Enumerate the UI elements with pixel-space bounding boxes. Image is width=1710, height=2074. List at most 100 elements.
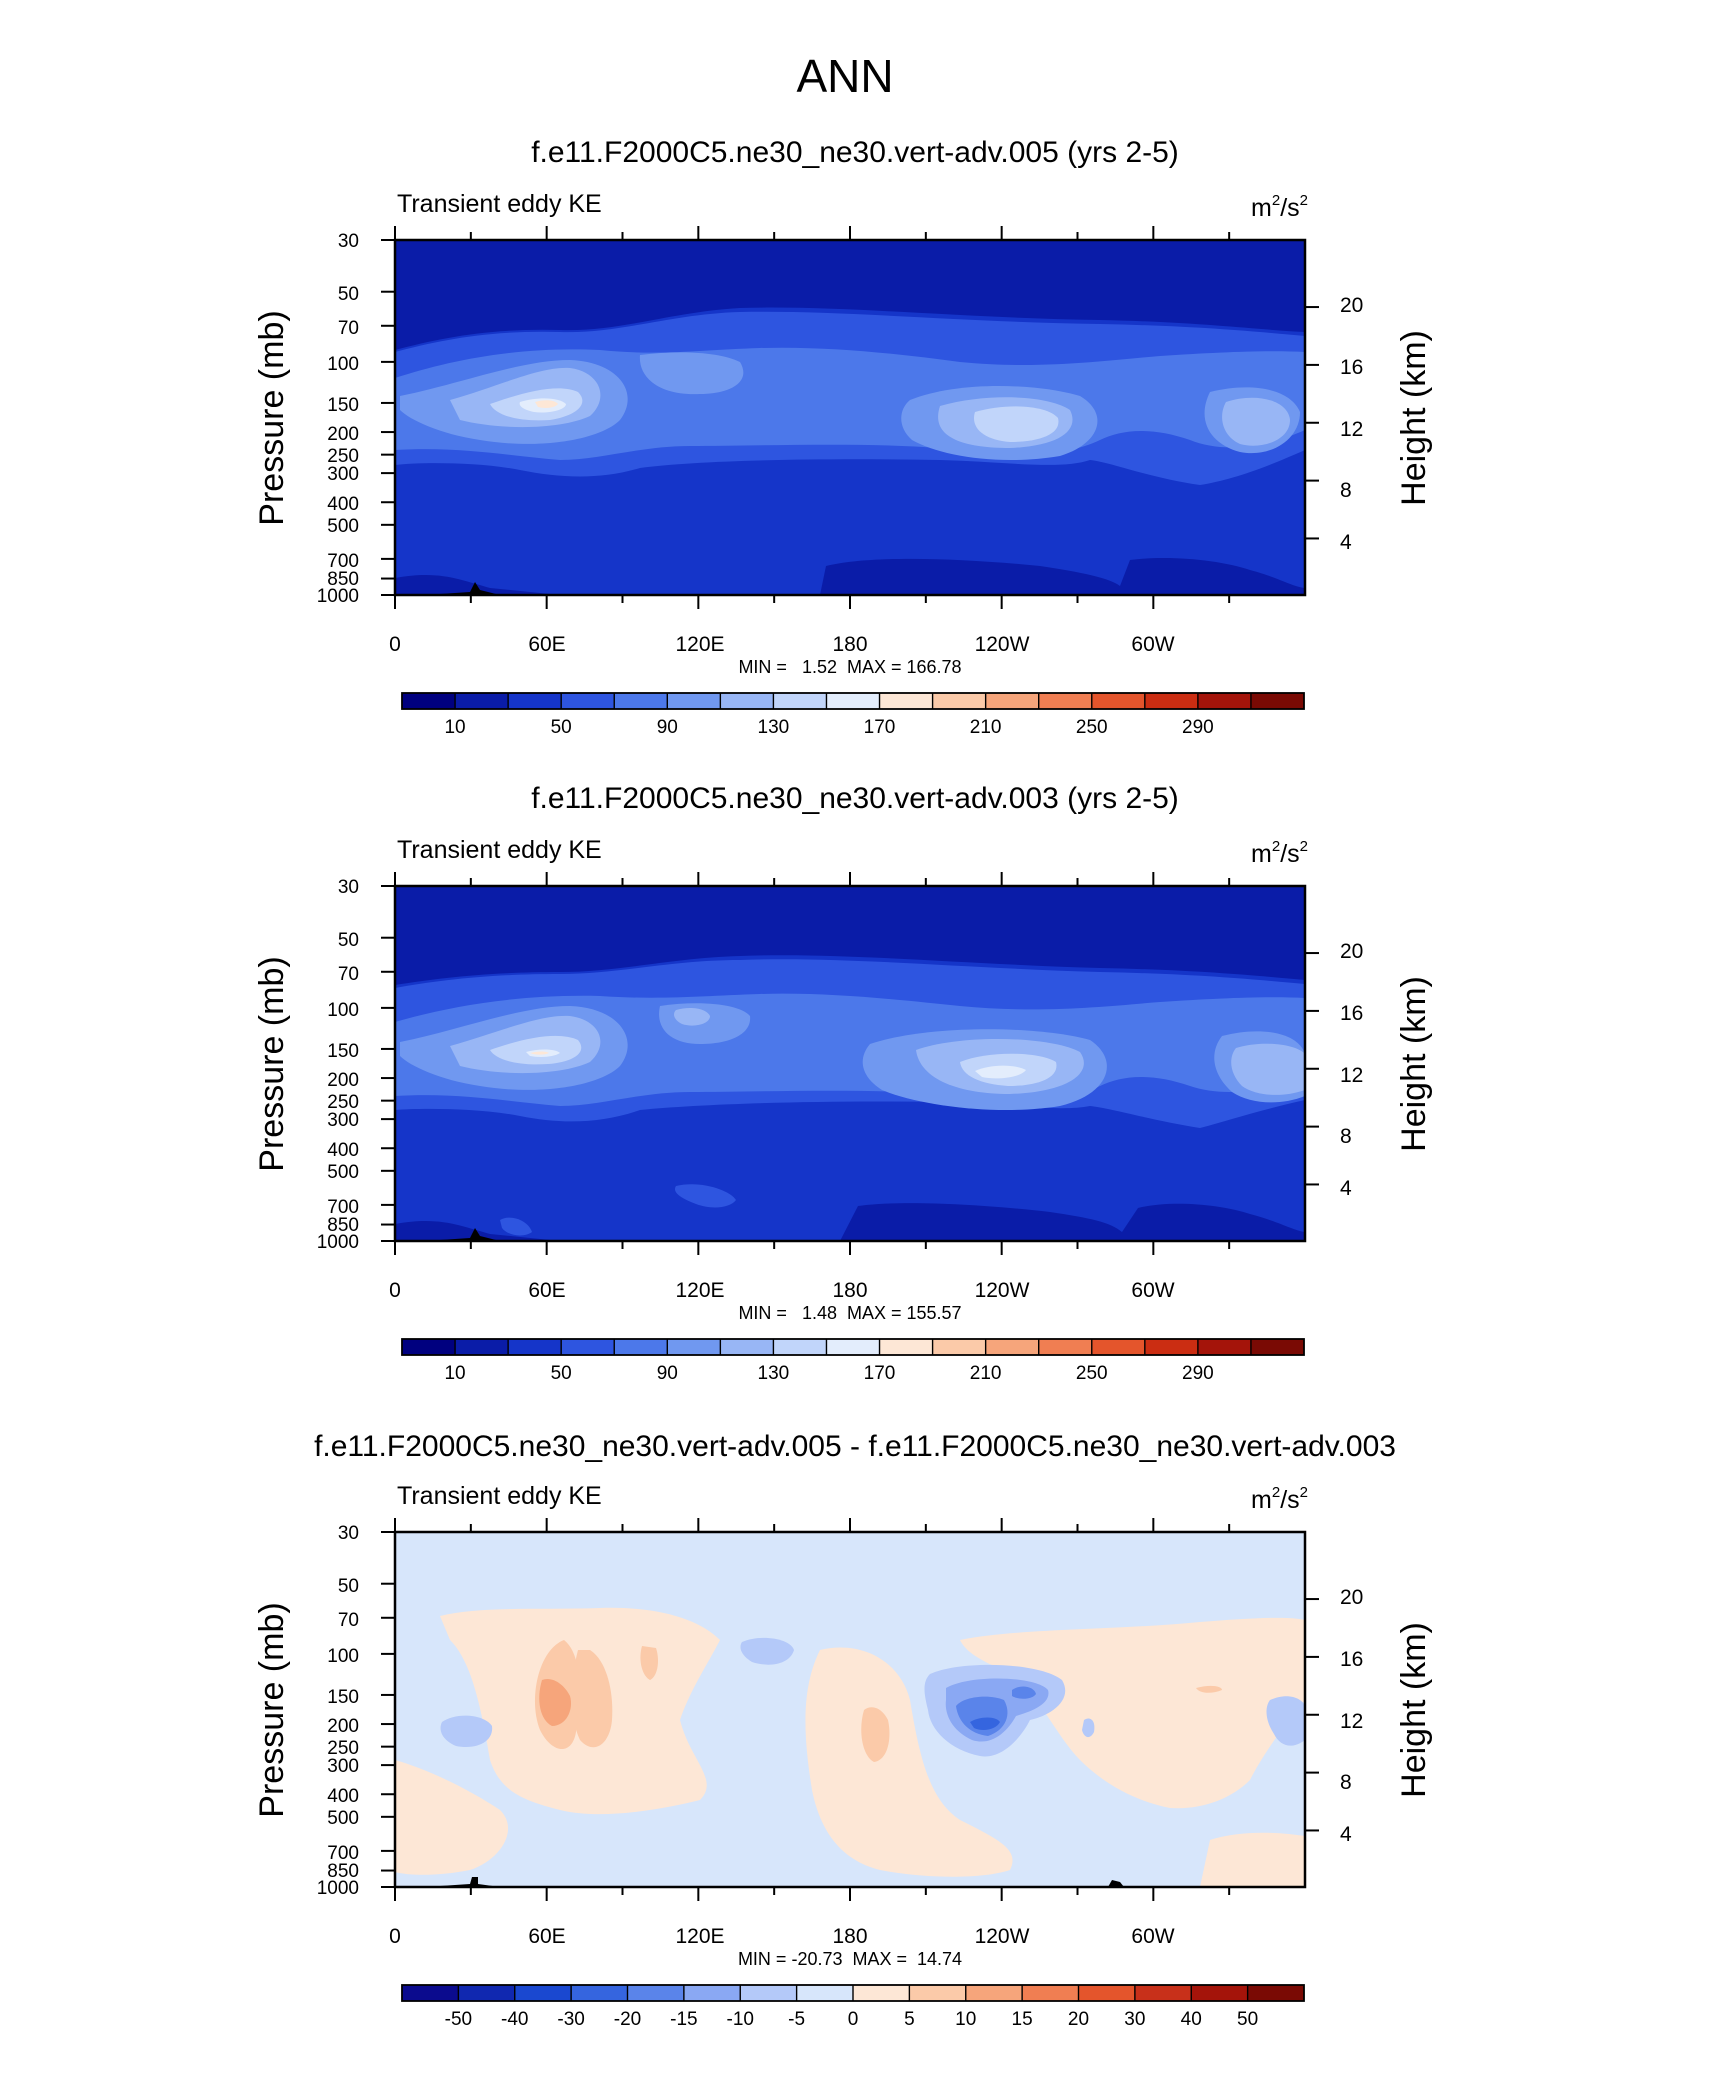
height-tick-label: 20 xyxy=(1340,940,1363,963)
y-tick-label: 50 xyxy=(338,284,359,305)
colorbar-label: 50 xyxy=(1237,2009,1258,2030)
colorbar-swatch xyxy=(571,1985,628,2001)
colorbar-label: 30 xyxy=(1124,2009,1145,2030)
colorbar-swatch xyxy=(1191,1985,1249,2001)
colorbar-swatch xyxy=(667,693,721,709)
y-axis-label: Pressure (mb) xyxy=(253,956,291,1171)
colorbar-label: -5 xyxy=(788,2009,805,2030)
colorbar-label: 5 xyxy=(904,2009,915,2030)
topography xyxy=(425,1228,500,1241)
colorbar-swatch xyxy=(909,1985,967,2001)
colorbar-label: 20 xyxy=(1068,2009,1089,2030)
colorbar-swatch xyxy=(455,1339,509,1355)
colorbar-swatch xyxy=(932,1339,987,1355)
colorbar-swatch xyxy=(1091,693,1146,709)
contour-fill xyxy=(640,1646,658,1680)
contour-fill xyxy=(975,1065,1026,1079)
contour-fill xyxy=(572,1650,613,1748)
colorbar-label: 130 xyxy=(758,1363,790,1384)
y2-axis-label: Height (km) xyxy=(1395,1622,1433,1798)
colorbar-swatch xyxy=(667,1339,721,1355)
colorbar-swatch xyxy=(720,693,774,709)
colorbar-swatch xyxy=(1038,1339,1093,1355)
y-tick-label: 400 xyxy=(327,494,359,515)
colorbar-label: 50 xyxy=(551,1363,572,1384)
y-tick-label: 300 xyxy=(327,1756,359,1777)
panel-title: f.e11.F2000C5.ne30_ne30.vert-adv.003 (yr… xyxy=(531,782,1179,815)
colorbar-label: 90 xyxy=(657,1363,678,1384)
colorbar-swatch xyxy=(932,693,987,709)
y-tick-label: 1000 xyxy=(317,1232,359,1253)
contour-fill xyxy=(970,1717,1000,1730)
y-tick-label: 500 xyxy=(327,1808,359,1829)
colorbar-swatch xyxy=(879,693,934,709)
contour-fill xyxy=(395,1221,560,1241)
colorbar-swatch xyxy=(1197,693,1252,709)
y-tick-label: 50 xyxy=(338,1576,359,1597)
colorbar-swatch xyxy=(1144,1339,1199,1355)
contour-fill xyxy=(440,1715,493,1748)
colorbar-swatch xyxy=(1250,1339,1305,1355)
height-tick-label: 8 xyxy=(1340,1771,1352,1794)
x-tick-label: 120W xyxy=(975,633,1030,656)
contour-fill xyxy=(539,1678,572,1726)
colorbar-swatch xyxy=(614,1339,668,1355)
colorbar-swatch xyxy=(985,1339,1040,1355)
y-tick-label: 850 xyxy=(327,1215,359,1236)
height-tick-label: 12 xyxy=(1340,418,1363,441)
x-tick-label: 120W xyxy=(975,1925,1030,1948)
colorbar-label: 290 xyxy=(1182,1363,1214,1384)
y-tick-label: 500 xyxy=(327,516,359,537)
contour-fill xyxy=(1222,397,1290,446)
colorbar-swatch xyxy=(514,1985,572,2001)
topography xyxy=(1108,1880,1124,1887)
height-tick-label: 20 xyxy=(1340,294,1363,317)
panel-title: f.e11.F2000C5.ne30_ne30.vert-adv.005 (yr… xyxy=(531,136,1179,169)
colorbar-swatch xyxy=(1197,1339,1252,1355)
y-tick-label: 100 xyxy=(327,1646,359,1667)
units-label: m2/s2 xyxy=(1251,1484,1308,1514)
y-tick-label: 250 xyxy=(327,1092,359,1113)
contour-fill xyxy=(535,400,558,408)
x-tick-label: 0 xyxy=(389,1925,401,1948)
colorbar-label: 50 xyxy=(551,717,572,738)
colorbar-label: 290 xyxy=(1182,717,1214,738)
colorbar-label: 210 xyxy=(970,1363,1002,1384)
contour-fill xyxy=(530,1051,549,1055)
colorbar-swatch xyxy=(1038,693,1093,709)
colorbar-label: 210 xyxy=(970,717,1002,738)
y-tick-label: 70 xyxy=(338,1610,359,1631)
topography xyxy=(425,1877,500,1887)
colorbar-swatch xyxy=(740,1985,798,2001)
y-tick-label: 150 xyxy=(327,1041,359,1062)
colorbar-swatch xyxy=(720,1339,774,1355)
contour-fill xyxy=(861,1707,890,1762)
colorbar-swatch xyxy=(853,1985,910,2001)
panel-2: f.e11.F2000C5.ne30_ne30.vert-adv.003 (yr… xyxy=(253,782,1433,1384)
colorbar-label: 10 xyxy=(444,717,465,738)
colorbar-label: -20 xyxy=(614,2009,641,2030)
y-tick-label: 150 xyxy=(327,395,359,416)
y2-axis-label: Height (km) xyxy=(1395,330,1433,506)
x-tick-label: 60W xyxy=(1131,1925,1174,1948)
colorbar-label: -40 xyxy=(501,2009,528,2030)
x-tick-label: 60E xyxy=(528,1279,565,1302)
y-tick-label: 400 xyxy=(327,1140,359,1161)
colorbar-swatch xyxy=(796,1985,854,2001)
main-title: ANN xyxy=(796,50,893,102)
y-tick-label: 700 xyxy=(327,1843,359,1864)
colorbar-label: 250 xyxy=(1076,1363,1108,1384)
x-tick-label: 120W xyxy=(975,1279,1030,1302)
contour-fill xyxy=(395,240,1305,350)
colorbar-swatch xyxy=(455,693,509,709)
y-tick-label: 1000 xyxy=(317,586,359,607)
y-tick-label: 850 xyxy=(327,569,359,590)
y-tick-label: 200 xyxy=(327,1716,359,1737)
y-tick-label: 30 xyxy=(338,231,359,252)
colorbar-swatch xyxy=(985,693,1040,709)
contour-fill xyxy=(1082,1718,1095,1738)
y-tick-label: 200 xyxy=(327,1070,359,1091)
colorbar-swatch xyxy=(773,1339,827,1355)
height-tick-label: 12 xyxy=(1340,1710,1363,1733)
